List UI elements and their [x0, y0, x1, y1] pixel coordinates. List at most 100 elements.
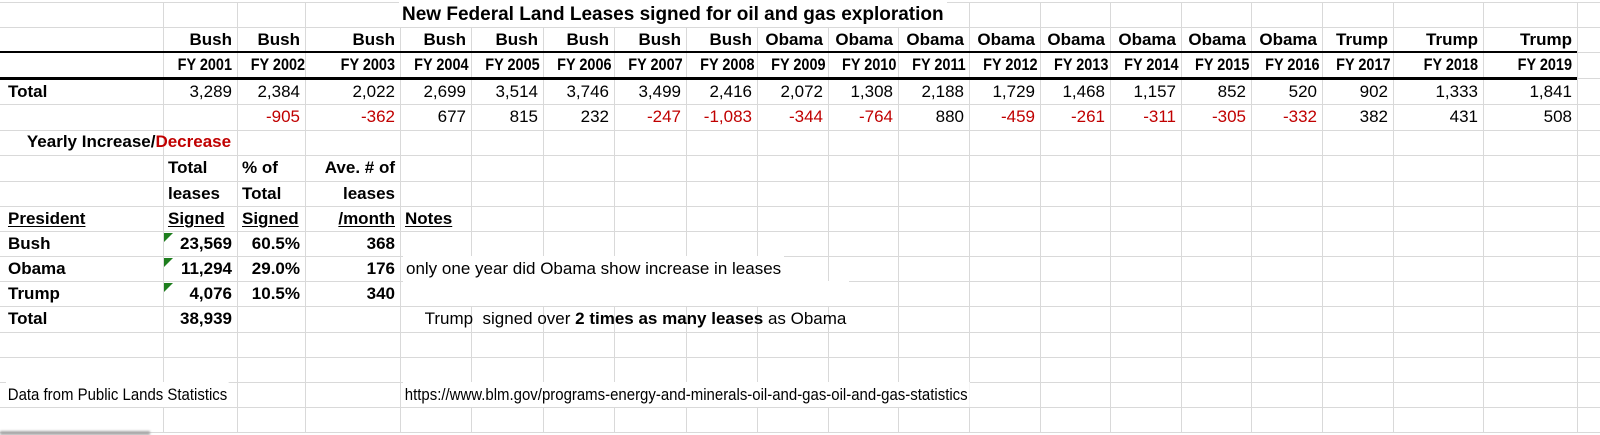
cell-change-fy2018: 431 [1449, 107, 1478, 126]
summary-header-notes: Notes [405, 209, 453, 228]
cell-fiscal-year-fy2007: FY 2007 [628, 55, 683, 74]
summary-avg-trump: 340 [366, 284, 395, 303]
summary-pct-trump: 10.5% [251, 284, 300, 303]
summary-president-bush: Bush [8, 234, 51, 253]
grid-line-vertical [543, 2, 544, 432]
cell-total-fy2018: 1,333 [1435, 82, 1478, 101]
grid-line-vertical [305, 2, 306, 432]
border-under-fy-row [0, 77, 1577, 80]
cell-fiscal-year-fy2009: FY 2009 [771, 55, 826, 74]
cell-president-fy2006: Bush [566, 30, 610, 49]
cell-fiscal-year-fy2005: FY 2005 [485, 55, 540, 74]
cell-president-fy2019: Trump [1520, 30, 1572, 49]
summary-header-avg-3: /month [338, 209, 395, 228]
cell-change-fy2003: -362 [360, 107, 395, 126]
row-label-yearly-change: Yearly Increase/Decrease [8, 104, 231, 151]
cell-president-fy2009: Obama [765, 30, 823, 49]
summary-leases-obama: 11,294 [180, 259, 232, 278]
summary-note-obama: only one year did Obama show increase in… [403, 256, 785, 281]
summary-total-label: Total [8, 309, 48, 328]
cell-change-fy2002: -905 [265, 107, 300, 126]
summary-header-avg-1: Ave. # of [324, 158, 395, 177]
cell-fiscal-year-fy2016: FY 2016 [1265, 55, 1320, 74]
cell-total-fy2017: 902 [1359, 82, 1388, 101]
grid-line-vertical [828, 2, 829, 432]
summary-header-pct-3: Signed [242, 209, 299, 228]
cell-change-fy2014: -311 [1143, 107, 1176, 126]
summary-header-pct-2: Total [242, 184, 282, 203]
grid-line-horizontal [0, 155, 1600, 156]
sheet-title: New Federal Land Leases signed for oil a… [399, 2, 947, 27]
grid-line-horizontal [0, 181, 1600, 182]
cell-change-fy2017: 382 [1359, 107, 1388, 126]
summary-avg-obama: 176 [366, 259, 395, 278]
grid-line-horizontal [0, 432, 1600, 433]
summary-leases-trump: 4,076 [189, 284, 232, 303]
cell-total-fy2019: 1,841 [1529, 82, 1572, 101]
row-label-total: Total [8, 82, 48, 101]
cell-president-fy2014: Obama [1118, 30, 1176, 49]
cell-president-fy2001: Bush [189, 30, 233, 49]
grid-line-vertical [969, 2, 970, 432]
cell-change-fy2016: -332 [1282, 107, 1317, 126]
cell-fiscal-year-fy2010: FY 2010 [842, 55, 897, 74]
summary-header-leases-1: Total [168, 158, 208, 177]
cell-fiscal-year-fy2001: FY 2001 [177, 55, 232, 74]
cell-fiscal-year-fy2014: FY 2014 [1124, 55, 1179, 74]
cell-president-fy2013: Obama [1047, 30, 1105, 49]
cell-total-fy2010: 1,308 [850, 82, 893, 101]
cell-change-fy2004: 677 [437, 107, 466, 126]
cell-president-fy2007: Bush [638, 30, 682, 49]
summary-header-president: President [8, 209, 86, 228]
cell-total-fy2013: 1,468 [1062, 82, 1105, 101]
cell-total-fy2012: 1,729 [992, 82, 1035, 101]
cell-president-fy2015: Obama [1188, 30, 1246, 49]
grid-line-vertical [1251, 2, 1252, 432]
cell-change-fy2010: -764 [858, 107, 893, 126]
grid-line-vertical [1322, 2, 1323, 432]
note-trump-prefix: Trump signed over [424, 309, 576, 328]
grid-line-vertical [237, 2, 238, 432]
grid-line-horizontal [0, 206, 1600, 207]
cell-president-fy2010: Obama [835, 30, 893, 49]
cell-fiscal-year-fy2011: FY 2011 [912, 55, 966, 74]
screen-edge-artifact [0, 431, 150, 435]
cell-president-fy2018: Trump [1426, 30, 1478, 49]
summary-president-trump: Trump [8, 284, 60, 303]
cell-total-fy2001: 3,289 [189, 82, 232, 101]
cell-change-fy2011: 880 [935, 107, 964, 126]
grid-line-vertical [1483, 2, 1484, 432]
grid-line-vertical [400, 2, 401, 432]
cell-fiscal-year-fy2008: FY 2008 [700, 55, 755, 74]
cell-fiscal-year-fy2015: FY 2015 [1195, 55, 1250, 74]
cell-total-fy2007: 3,499 [638, 82, 681, 101]
cell-change-fy2013: -261 [1070, 107, 1105, 126]
cell-change-fy2012: -459 [1000, 107, 1035, 126]
note-trump-suffix: as Obama [763, 309, 847, 328]
grid-line-horizontal [1577, 78, 1600, 79]
cell-flag-icon [164, 233, 173, 242]
cell-fiscal-year-fy2004: FY 2004 [414, 55, 469, 74]
cell-president-fy2002: Bush [257, 30, 301, 49]
cell-change-fy2009: -344 [788, 107, 823, 126]
grid-line-vertical [757, 2, 758, 432]
cell-fiscal-year-fy2006: FY 2006 [557, 55, 612, 74]
grid-line-horizontal [0, 231, 1600, 232]
grid-line-horizontal [0, 357, 1600, 358]
cell-fiscal-year-fy2019: FY 2019 [1517, 55, 1572, 74]
cell-president-fy2011: Obama [906, 30, 964, 49]
source-url[interactable]: https://www.blm.gov/programs-energy-and-… [403, 382, 970, 407]
cell-president-fy2004: Bush [423, 30, 467, 49]
cell-total-fy2015: 852 [1217, 82, 1246, 101]
cell-president-fy2012: Obama [977, 30, 1035, 49]
cell-president-fy2017: Trump [1336, 30, 1388, 49]
grid-line-horizontal [0, 104, 1600, 105]
grid-line-vertical [1393, 2, 1394, 432]
data-source-label: Data from Public Lands Statistics [6, 382, 230, 407]
grid-line-horizontal [0, 27, 1600, 28]
cell-change-fy2007: -247 [646, 107, 681, 126]
cell-change-fy2019: 508 [1543, 107, 1572, 126]
cell-change-fy2008: -1,083 [703, 107, 752, 126]
cell-total-fy2004: 2,699 [423, 82, 466, 101]
grid-line-vertical [898, 2, 899, 432]
